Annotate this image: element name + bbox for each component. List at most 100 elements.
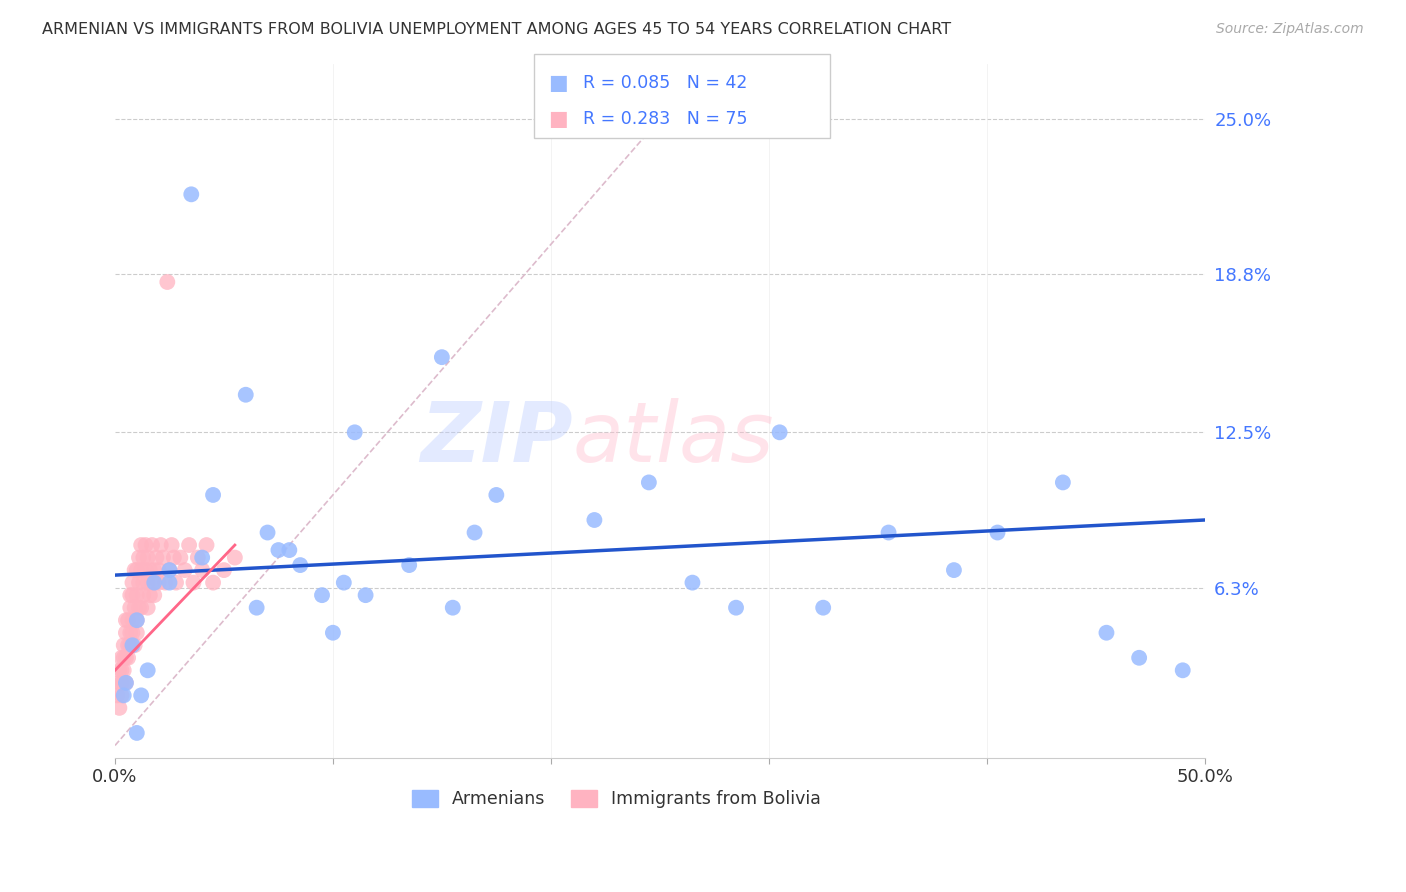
Point: [159, 575, 181, 590]
Point: [121, 575, 143, 590]
Point: [115, 676, 138, 690]
Point: [136, 663, 159, 677]
Text: ■: ■: [548, 109, 568, 128]
Point: [224, 550, 246, 565]
Point: [120, 625, 142, 640]
Text: ■: ■: [548, 73, 568, 93]
Point: [183, 575, 205, 590]
Point: [110, 676, 132, 690]
Point: [128, 550, 150, 565]
Point: [139, 563, 162, 577]
Text: ZIP: ZIP: [420, 399, 572, 479]
Point: [322, 625, 344, 640]
Point: [143, 588, 166, 602]
Point: [246, 600, 269, 615]
Point: [430, 350, 453, 364]
Point: [485, 488, 508, 502]
Legend: Armenians, Immigrants from Bolivia: Armenians, Immigrants from Bolivia: [405, 782, 828, 815]
Point: [129, 689, 152, 703]
Point: [1128, 650, 1150, 665]
Point: [148, 563, 170, 577]
Point: [136, 550, 159, 565]
Point: [132, 575, 155, 590]
Point: [125, 563, 148, 577]
Point: [117, 638, 139, 652]
Text: Source: ZipAtlas.com: Source: ZipAtlas.com: [1216, 22, 1364, 37]
Point: [110, 663, 132, 677]
Point: [311, 588, 333, 602]
Point: [354, 588, 377, 602]
Text: atlas: atlas: [572, 399, 775, 479]
Point: [202, 575, 225, 590]
Point: [877, 525, 900, 540]
Point: [811, 600, 834, 615]
Point: [112, 638, 135, 652]
Point: [1171, 663, 1194, 677]
Point: [136, 575, 159, 590]
Point: [681, 575, 703, 590]
Point: [117, 650, 139, 665]
Point: [177, 538, 200, 552]
Point: [124, 638, 146, 652]
Point: [942, 563, 965, 577]
Point: [143, 575, 166, 590]
Point: [160, 538, 183, 552]
Point: [153, 575, 176, 590]
Point: [129, 563, 152, 577]
Point: [125, 613, 148, 627]
Text: R = 0.283   N = 75: R = 0.283 N = 75: [583, 110, 748, 128]
Point: [112, 663, 135, 677]
Point: [173, 563, 195, 577]
Point: [120, 588, 142, 602]
Point: [191, 563, 214, 577]
Point: [398, 558, 420, 573]
Point: [115, 650, 138, 665]
Point: [128, 600, 150, 615]
Point: [159, 563, 181, 577]
Point: [110, 689, 132, 703]
Point: [191, 550, 214, 565]
Text: ARMENIAN VS IMMIGRANTS FROM BOLIVIA UNEMPLOYMENT AMONG AGES 45 TO 54 YEARS CORRE: ARMENIAN VS IMMIGRANTS FROM BOLIVIA UNEM…: [42, 22, 952, 37]
Point: [149, 538, 172, 552]
Point: [112, 650, 135, 665]
Point: [121, 613, 143, 627]
Point: [129, 538, 152, 552]
Point: [121, 638, 143, 652]
Point: [768, 425, 790, 440]
Point: [132, 588, 155, 602]
Point: [108, 676, 131, 690]
Point: [120, 638, 142, 652]
Point: [441, 600, 464, 615]
Point: [112, 689, 135, 703]
Point: [132, 550, 155, 565]
Point: [202, 488, 225, 502]
Point: [135, 538, 157, 552]
Point: [156, 275, 179, 289]
Point: [125, 588, 148, 602]
Point: [180, 187, 202, 202]
Text: R = 0.085   N = 42: R = 0.085 N = 42: [583, 74, 748, 92]
Point: [141, 538, 163, 552]
Point: [464, 525, 486, 540]
Point: [267, 543, 290, 558]
Point: [125, 625, 148, 640]
Point: [986, 525, 1008, 540]
Point: [125, 726, 148, 740]
Point: [145, 550, 167, 565]
Point: [115, 613, 138, 627]
Point: [124, 563, 146, 577]
Point: [148, 575, 170, 590]
Point: [195, 538, 218, 552]
Point: [121, 588, 143, 602]
Point: [135, 563, 157, 577]
Point: [115, 676, 138, 690]
Point: [165, 575, 187, 590]
Point: [112, 676, 135, 690]
Point: [110, 650, 132, 665]
Point: [724, 600, 747, 615]
Point: [139, 588, 162, 602]
Point: [136, 600, 159, 615]
Point: [121, 625, 143, 640]
Point: [278, 543, 301, 558]
Point: [152, 550, 174, 565]
